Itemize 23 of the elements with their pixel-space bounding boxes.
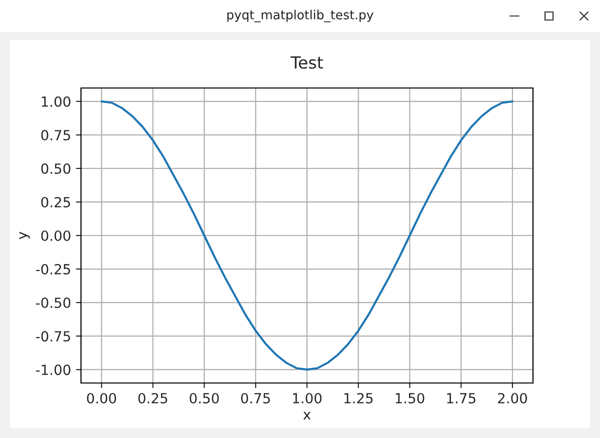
x-tick-label: 0.00: [87, 392, 116, 404]
line-series: [100, 100, 514, 371]
x-tick-label: 1.25: [344, 392, 373, 404]
text: pyqt_matplotlib_test.py: [227, 10, 374, 22]
x-tick-label: 0.50: [190, 392, 219, 404]
y-tick-label: -0.75: [36, 331, 70, 342]
y-tick-label: -1.00: [36, 364, 70, 376]
x-tick-label: 1.50: [396, 392, 424, 404]
y-tick-label: 0.75: [41, 130, 70, 140]
y-tick-label: -0.50: [36, 298, 70, 308]
y-tick-label: 0.50: [41, 163, 70, 174]
y-tick-label: 0.00: [41, 230, 70, 241]
y-tick-label: 0.25: [41, 196, 70, 208]
x-tick-label: 1.75: [447, 393, 476, 404]
x-tick-label: 0.75: [241, 392, 270, 404]
x-tick-label: 1.00: [293, 392, 322, 404]
y-tick-label: 1.00: [42, 96, 70, 107]
x-axis-title: x: [303, 412, 311, 420]
y-tick-label: -0.25: [36, 264, 70, 274]
chart-title: Test: [290, 56, 324, 69]
x-tick-label: 2.00: [498, 392, 527, 404]
y-axis-title: y: [19, 232, 30, 240]
x-tick-label: 0.25: [138, 392, 168, 404]
